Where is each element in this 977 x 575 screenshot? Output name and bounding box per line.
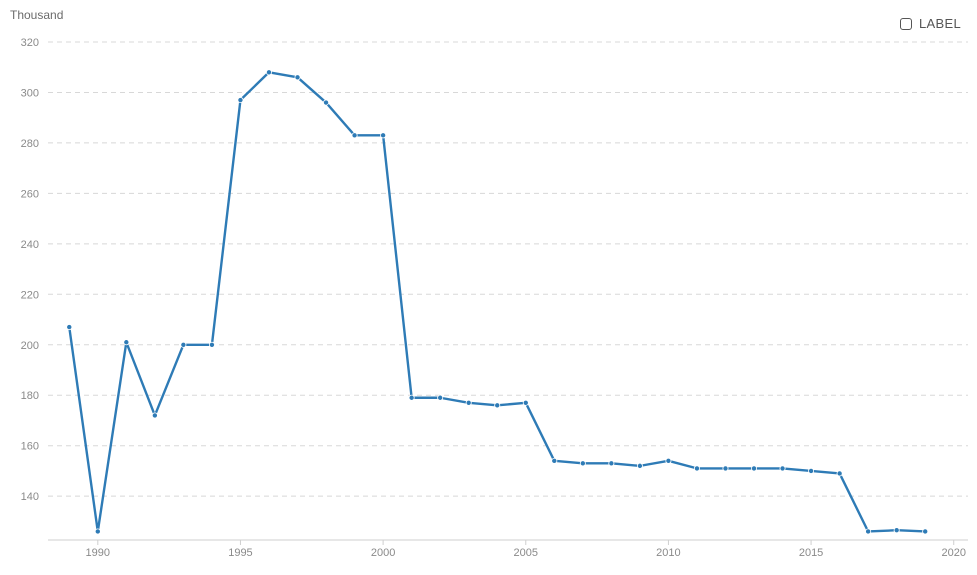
data-point[interactable]	[494, 402, 501, 409]
data-point[interactable]	[751, 465, 758, 472]
data-point[interactable]	[66, 324, 73, 331]
data-point[interactable]	[722, 465, 729, 472]
y-tick-label: 200	[21, 340, 39, 352]
y-tick-label: 220	[21, 289, 39, 301]
data-point[interactable]	[151, 412, 158, 419]
data-point[interactable]	[636, 462, 643, 469]
checkbox-icon[interactable]	[900, 17, 913, 30]
data-point[interactable]	[836, 470, 843, 477]
data-point[interactable]	[265, 69, 272, 76]
data-point[interactable]	[437, 394, 444, 401]
x-tick-label: 2000	[371, 547, 395, 559]
y-tick-label: 260	[21, 188, 39, 200]
y-tick-label: 240	[21, 239, 39, 251]
data-point[interactable]	[693, 465, 700, 472]
label-toggle[interactable]: LABEL	[900, 16, 961, 31]
data-point[interactable]	[665, 457, 672, 464]
y-tick-label: 320	[21, 37, 39, 49]
label-toggle-text: LABEL	[919, 16, 961, 31]
x-tick-label: 1990	[86, 547, 110, 559]
y-tick-label: 160	[21, 441, 39, 453]
data-point[interactable]	[579, 460, 586, 467]
x-tick-label: 1995	[228, 547, 252, 559]
x-tick-label: 2005	[514, 547, 538, 559]
data-point[interactable]	[522, 399, 529, 406]
data-point[interactable]	[94, 528, 101, 535]
y-tick-label: 140	[21, 491, 39, 503]
data-point[interactable]	[408, 394, 415, 401]
data-point[interactable]	[893, 527, 900, 534]
data-point[interactable]	[779, 465, 786, 472]
tick-labels: 140 160 180 200 220 240 260 280 300 320 1990 1995 20…	[21, 37, 966, 559]
data-point[interactable]	[865, 528, 872, 535]
data-point[interactable]	[808, 467, 815, 474]
axes	[48, 539, 968, 545]
data-point[interactable]	[237, 97, 244, 104]
x-tick-label: 2010	[656, 547, 680, 559]
y-tick-label: 180	[21, 390, 39, 402]
data-point[interactable]	[294, 74, 301, 81]
data-point[interactable]	[180, 341, 187, 348]
y-tick-label: 280	[21, 138, 39, 150]
data-point[interactable]	[922, 528, 929, 535]
data-point[interactable]	[551, 457, 558, 464]
x-tick-label: 2015	[799, 547, 823, 559]
data-point[interactable]	[380, 132, 387, 139]
series-line	[68, 71, 927, 533]
data-point[interactable]	[608, 460, 615, 467]
data-point[interactable]	[465, 399, 472, 406]
y-tick-label: 300	[21, 87, 39, 99]
data-point[interactable]	[123, 339, 130, 346]
x-tick-label: 2020	[941, 547, 965, 559]
data-point[interactable]	[208, 341, 215, 348]
series-layer	[66, 69, 929, 535]
data-point[interactable]	[351, 132, 358, 139]
data-point[interactable]	[323, 99, 330, 106]
y-axis-unit-label: Thousand	[10, 8, 64, 22]
gridlines	[48, 41, 968, 497]
